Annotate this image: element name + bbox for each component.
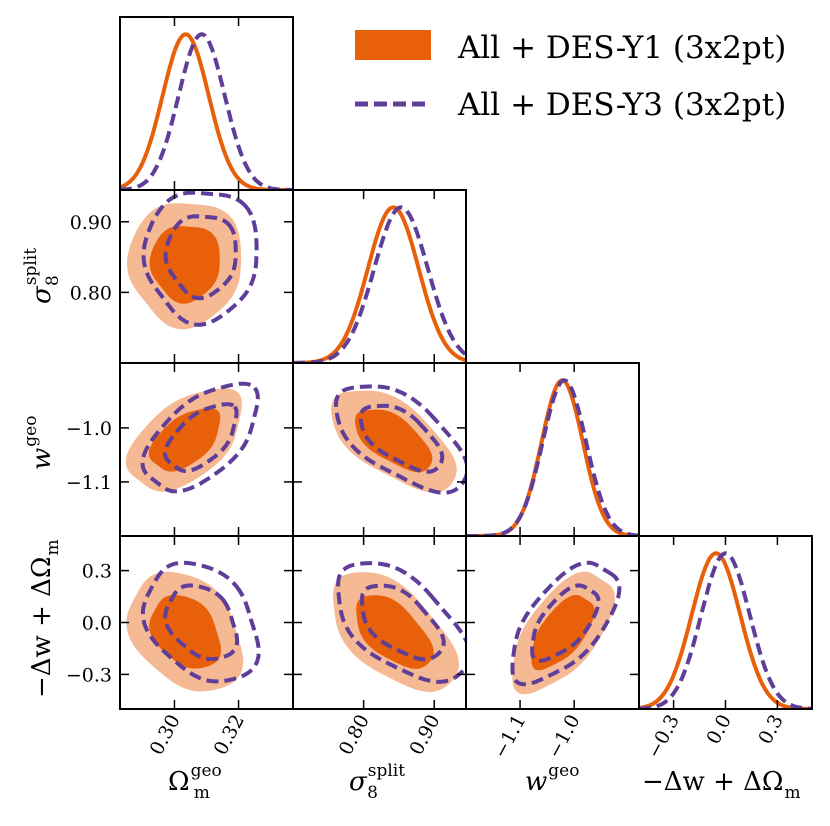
marginal-curve-2 xyxy=(120,32,293,190)
xlabel-omega-m: Ωgeo m xyxy=(168,761,222,803)
panel-om-vs-w xyxy=(125,381,260,494)
x-tick-label-w: −1.0 xyxy=(543,711,584,762)
y-tick-label-s8: 0.80 xyxy=(70,282,112,304)
x-tick-label-w: −1.1 xyxy=(489,711,530,762)
y-tick-label-dw: 0.3 xyxy=(82,561,112,583)
x-tick-label-s8: 0.90 xyxy=(405,711,444,759)
legend-swatch-des-y1 xyxy=(355,30,431,60)
x-tick-label-om: 0.30 xyxy=(146,711,185,759)
marginal-curve-1 xyxy=(466,378,639,536)
x-tick-label-om: 0.32 xyxy=(210,711,249,759)
contour-68-2 xyxy=(530,583,601,663)
y-tick-label-dw: 0.0 xyxy=(82,613,112,635)
panel-frame xyxy=(465,362,640,537)
x-tick-label-dw: 0.3 xyxy=(754,711,788,748)
panel-s8-vs-dw xyxy=(333,561,466,693)
contour-95-2 xyxy=(140,560,261,684)
contour-68-2 xyxy=(358,403,445,474)
x-tick-label-s8: 0.80 xyxy=(335,711,374,759)
x-tick-label-dw: 0.0 xyxy=(702,711,736,748)
ylabel-sigma8: σsplit 8 xyxy=(21,248,63,304)
x-tick-label-dw: −0.3 xyxy=(643,711,684,762)
ylabel-delta-w: −Δw + ΔΩm xyxy=(27,539,63,698)
y-tick-label-dw: −0.3 xyxy=(66,664,112,686)
marginal-curve-1 xyxy=(639,551,812,709)
panel-w-vs-dw xyxy=(510,560,622,695)
xlabel-sigma8: σsplit 8 xyxy=(349,761,405,803)
legend-label-des-y1: All + DES-Y1 (3x2pt) xyxy=(457,30,786,66)
legend-label-des-y3: All + DES-Y3 (3x2pt) xyxy=(457,87,786,123)
xlabel-delta-w: −Δw + ΔΩm xyxy=(642,767,801,803)
marginal-curve-2 xyxy=(293,205,466,363)
marginal-curve-1 xyxy=(293,205,466,363)
contour-95-2 xyxy=(333,384,466,495)
y-tick-label-w: −1.1 xyxy=(66,472,112,494)
marginal-curve-1 xyxy=(120,32,293,190)
panel-om-vs-dw xyxy=(126,560,261,692)
panel-s8-vs-w xyxy=(331,384,466,495)
y-tick-label-s8: 0.90 xyxy=(70,212,112,234)
contour-68-2 xyxy=(360,583,446,662)
marginal-w xyxy=(466,378,639,536)
ylabel-w-geo: wgeo xyxy=(21,416,57,470)
marginal-curve-2 xyxy=(639,551,812,709)
xlabel-w-geo: wgeo xyxy=(525,761,579,797)
contour-68-1 xyxy=(355,409,433,473)
panel-frame xyxy=(119,16,294,191)
contour-68-2 xyxy=(163,583,240,662)
panel-om-vs-s8 xyxy=(126,190,259,330)
contour-68-2 xyxy=(163,214,238,301)
contour-95-2 xyxy=(140,381,260,494)
marginal-dw xyxy=(639,551,812,709)
marginal-s8 xyxy=(293,205,466,363)
legend: All + DES-Y1 (3x2pt) All + DES-Y3 (3x2pt… xyxy=(355,30,786,123)
contour-95-2 xyxy=(336,561,466,684)
contour-68-1 xyxy=(531,594,595,671)
marginal-om xyxy=(120,32,293,190)
y-tick-label-w: −1.0 xyxy=(66,418,112,440)
contour-95-2 xyxy=(141,190,259,327)
contour-68-1 xyxy=(356,595,434,669)
